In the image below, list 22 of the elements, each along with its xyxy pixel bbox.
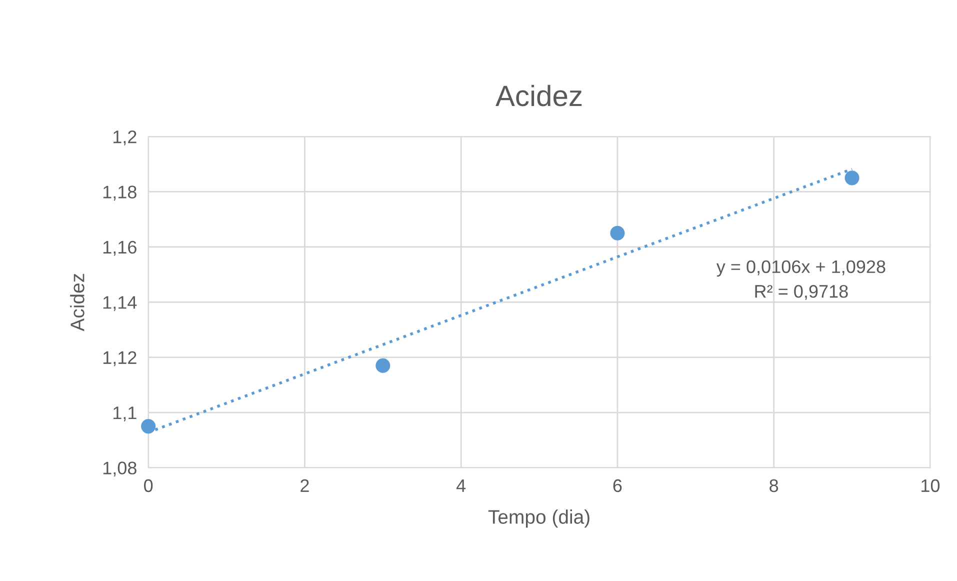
annotation: y = 0,0106x + 1,0928 [716,260,886,277]
x-tick-label: 4 [456,479,466,492]
x-tick-label: 6 [613,479,622,492]
x-tick-label: 8 [770,479,778,492]
x-tick-label: 2 [300,479,309,492]
y-tick-label: 1,1 [114,406,136,422]
y-tick-label: 1,2 [114,130,136,146]
y-tick-label: 1,16 [103,240,136,256]
annotation: R² = 0,9718 [755,284,848,300]
point [844,170,860,186]
point [610,226,625,240]
y-tick-label: 1,14 [103,296,137,311]
y-tick-label: 1,12 [103,351,136,366]
point [141,419,156,434]
x-tick-label: 10 [922,479,940,492]
point [376,358,390,373]
y-tick-label: 1,18 [103,186,136,201]
x-axis-title: Tempo (dia) [488,510,590,528]
x-tick-label: 0 [144,479,153,492]
y-tick-label: 1,08 [103,462,136,477]
y-axis-title: Acidez [70,274,84,332]
chart-title: Acidez [496,84,582,106]
